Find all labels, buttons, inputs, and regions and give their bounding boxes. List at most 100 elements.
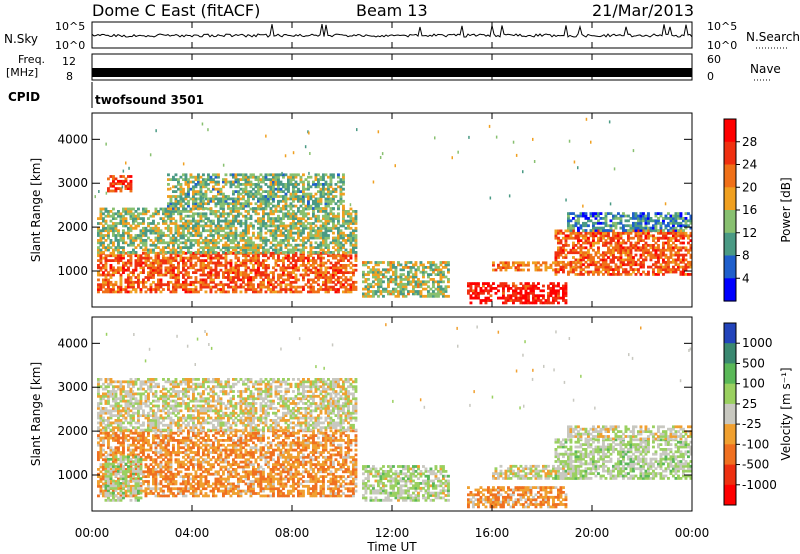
heatmap-cell xyxy=(242,285,245,289)
heatmap-cell xyxy=(242,261,245,265)
heatmap-cell xyxy=(349,203,352,207)
heatmap-cell xyxy=(149,239,153,242)
heatmap-cell xyxy=(214,204,218,208)
heatmap-cell xyxy=(247,246,250,249)
heatmap-cell xyxy=(202,239,205,242)
heatmap-cell xyxy=(137,212,140,216)
heatmap-cell xyxy=(237,180,240,184)
heatmap-cell xyxy=(567,244,570,247)
heatmap-cell xyxy=(614,217,618,220)
heatmap-cell xyxy=(177,231,180,235)
heatmap-cell xyxy=(187,290,190,294)
heatmap-cell xyxy=(162,234,165,237)
heatmap-cell xyxy=(257,212,260,216)
heatmap-cell xyxy=(282,239,285,242)
heatmap-cell xyxy=(197,241,200,245)
heatmap-cell xyxy=(307,180,310,184)
heatmap-cell xyxy=(192,214,195,218)
heatmap-cell xyxy=(199,251,203,254)
heatmap-cell xyxy=(367,270,370,274)
heatmap-cell xyxy=(412,280,415,284)
heatmap-cell xyxy=(279,288,283,291)
heatmap-cell xyxy=(99,451,103,454)
heatmap-cell xyxy=(167,195,170,198)
heatmap-cell xyxy=(122,175,125,178)
heatmap-cell xyxy=(617,231,620,235)
heatmap-cell xyxy=(204,285,208,289)
heatmap-cell xyxy=(349,261,353,265)
heatmap-cell xyxy=(234,219,238,223)
heatmap-cell xyxy=(172,256,175,260)
heatmap-cell xyxy=(339,178,343,181)
heatmap-cell xyxy=(207,175,210,179)
heatmap-cell xyxy=(324,173,328,177)
heatmap-cell xyxy=(277,283,280,287)
heatmap-cell xyxy=(582,224,585,228)
heatmap-cell xyxy=(104,434,108,437)
heatmap-cell xyxy=(187,283,190,287)
heatmap-cell xyxy=(524,263,528,267)
heatmap-cell xyxy=(104,248,108,252)
heatmap-cell xyxy=(157,246,160,249)
heatmap-cell xyxy=(222,226,225,230)
heatmap-cell xyxy=(602,241,605,245)
heatmap-cell xyxy=(169,212,173,216)
heatmap-cell xyxy=(262,222,265,225)
heatmap-cell xyxy=(214,173,218,177)
heatmap-cell xyxy=(319,197,323,201)
heatmap-cell xyxy=(277,187,280,191)
heatmap-cell xyxy=(322,192,325,196)
heatmap-cell xyxy=(122,251,125,254)
heatmap-cell xyxy=(247,190,250,193)
heatmap-cell xyxy=(244,224,248,228)
heatmap-cell xyxy=(322,273,325,277)
heatmap-cell xyxy=(567,234,570,238)
heatmap-cell xyxy=(264,285,268,289)
heatmap-cell xyxy=(324,290,328,294)
heatmap-cell xyxy=(197,173,200,177)
heatmap-cell xyxy=(287,231,290,235)
heatmap-cell xyxy=(204,222,208,225)
heatmap-cell xyxy=(372,180,375,184)
heatmap-cell xyxy=(292,276,295,279)
heatmap-cell xyxy=(239,219,243,223)
heatmap-cell xyxy=(264,236,268,240)
heatmap-cell xyxy=(299,285,303,289)
heatmap-cell xyxy=(207,283,210,287)
heatmap-cell xyxy=(669,219,673,223)
heatmap-cell xyxy=(194,202,198,206)
heatmap-cell xyxy=(212,239,215,242)
heatmap-cell xyxy=(594,268,598,271)
heatmap-cell xyxy=(122,271,125,274)
heatmap-cell xyxy=(292,248,295,252)
heatmap-cell xyxy=(202,261,205,265)
heatmap-cell xyxy=(134,264,138,267)
heatmap-cell xyxy=(237,278,240,282)
heatmap-cell xyxy=(139,241,143,245)
heatmap-cell xyxy=(564,244,568,247)
heatmap-cell xyxy=(292,183,295,186)
heatmap-cell xyxy=(381,152,384,156)
heatmap-cell xyxy=(334,214,338,218)
heatmap-cell xyxy=(444,275,448,279)
heatmap-cell xyxy=(214,276,218,279)
heatmap-cell xyxy=(132,207,135,211)
heatmap-cell xyxy=(137,285,140,289)
heatmap-cell xyxy=(99,229,103,233)
heatmap-cell xyxy=(352,239,355,242)
heatmap-cell xyxy=(602,268,605,271)
heatmap-cell xyxy=(342,217,345,220)
heatmap-cell xyxy=(352,217,355,220)
heatmap-cell xyxy=(129,182,133,186)
heatmap-cell xyxy=(689,221,693,225)
heatmap-cell xyxy=(417,285,420,289)
heatmap-cell xyxy=(372,268,375,272)
heatmap-cell xyxy=(274,210,278,213)
heatmap-cell xyxy=(147,224,150,228)
heatmap-cell xyxy=(287,259,290,262)
heatmap-cell xyxy=(327,226,330,230)
heatmap-cell xyxy=(139,254,143,258)
heatmap-cell xyxy=(589,231,593,235)
heatmap-cell xyxy=(219,197,223,201)
heatmap-cell xyxy=(419,285,423,289)
